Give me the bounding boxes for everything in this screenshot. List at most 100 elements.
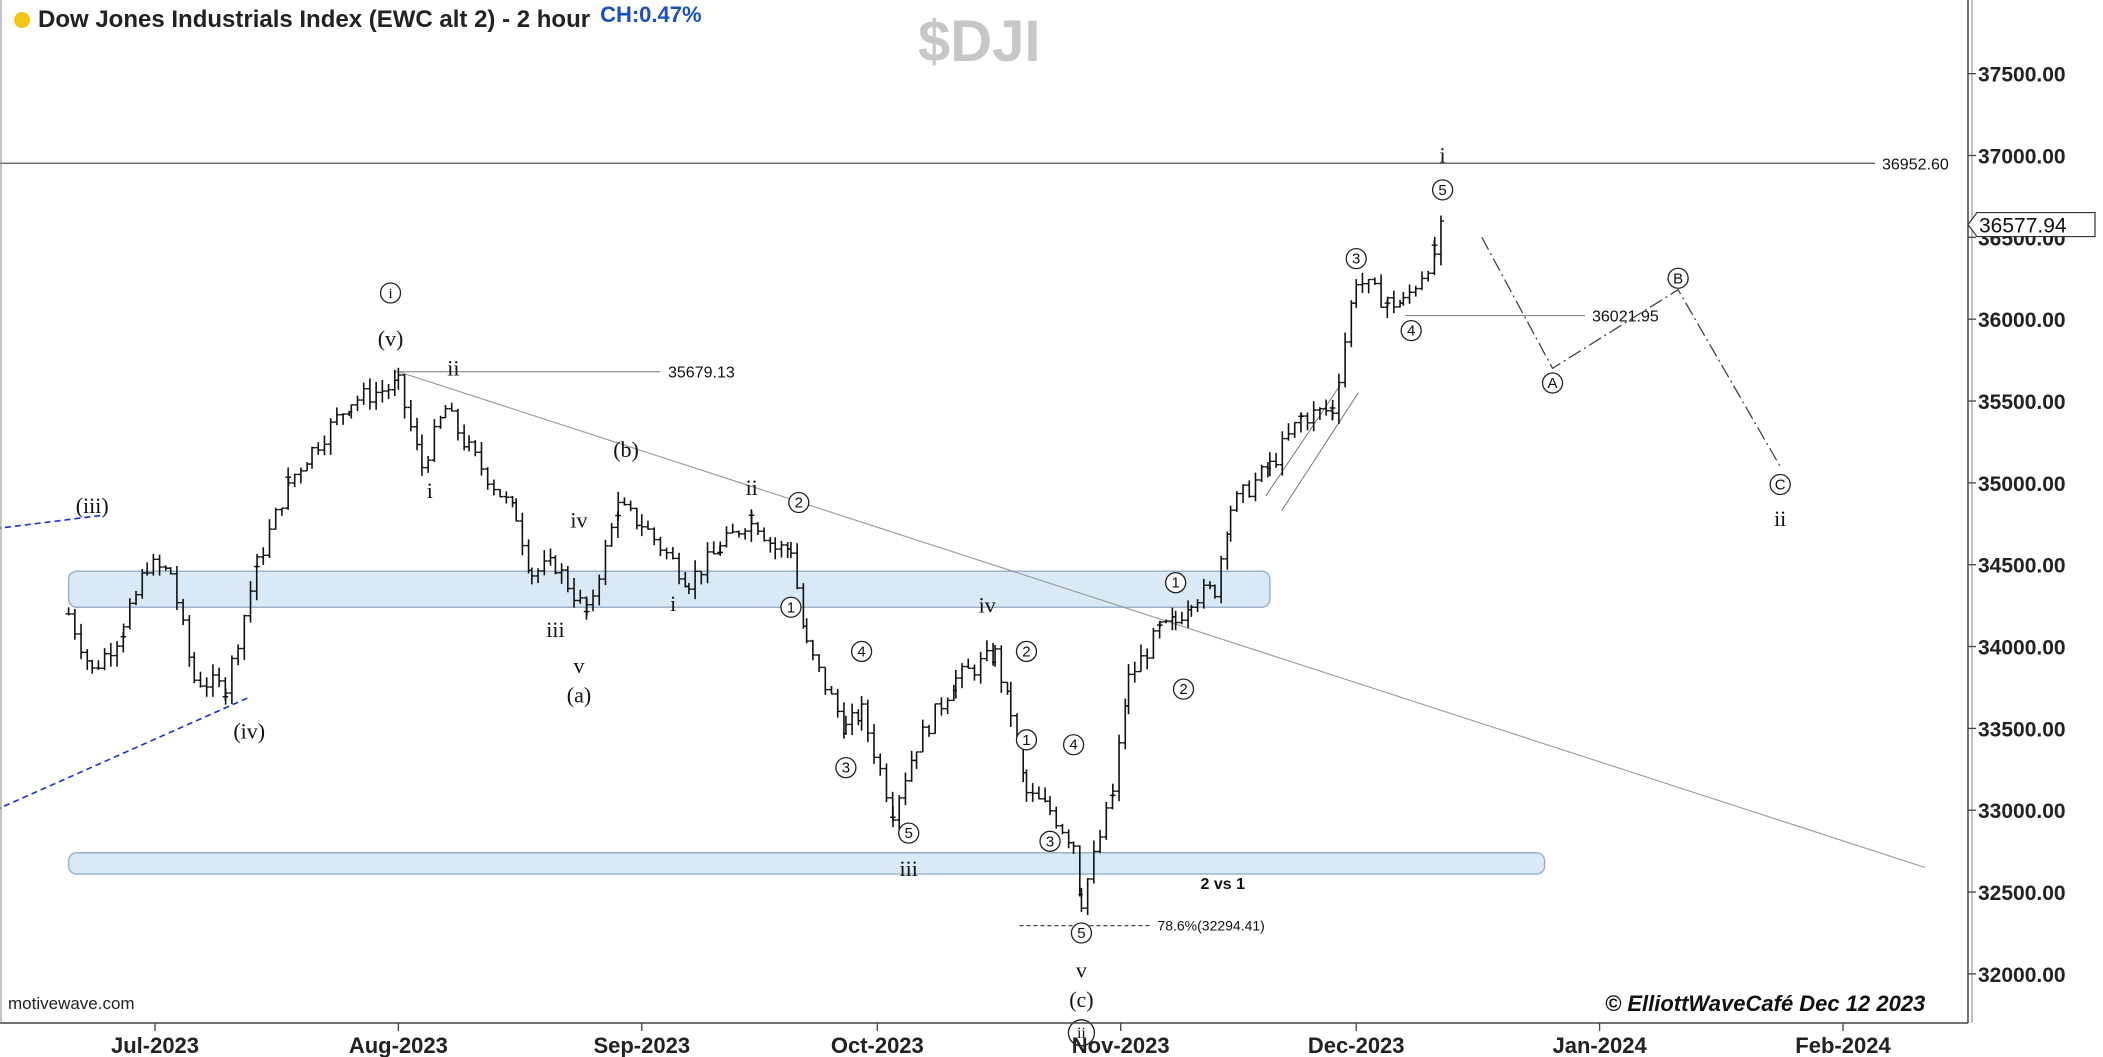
ohlc-bar-150 [902,772,909,806]
ohlc-bar-99 [621,497,628,506]
ohlc-bar-118 [729,523,736,534]
wave-label-19: iv [979,593,996,618]
ohlc-bar-167 [998,645,1005,693]
wave-label-ring-13 [788,491,810,514]
ohlc-bar-45 [315,442,322,455]
ohlc-bar-219 [1279,431,1286,476]
ohlc-bar-35 [260,547,267,565]
ohlc-bar-81 [525,539,532,574]
ohlc-bar-132 [803,618,810,644]
y-tick-label-8: 36000.00 [1978,309,2066,332]
ohlc-bar-173 [1029,783,1036,802]
change-percent: CH:0.47% [600,2,702,27]
wave-label-8: v [573,653,584,678]
ohlc-bar-180 [1070,841,1077,854]
ohlc-bar-194 [1144,648,1151,670]
ohlc-bar-55 [373,382,380,410]
ohlc-bar-69 [454,408,461,441]
ohlc-bar-217 [1266,452,1273,477]
channel-line-lower [0,696,250,809]
ohlc-bar-74 [484,467,491,490]
ohlc-bar-223 [1298,412,1305,419]
ohlc-bar-178 [1059,823,1066,835]
wave-label-21: 1 [1022,732,1030,749]
wave-label-ring-17 [898,822,920,844]
ohlc-bar-88 [564,565,571,593]
wave-label-11: ii [746,475,758,500]
support-zone-2 [67,852,1546,875]
wave-label-31: 3 [1352,251,1360,268]
ohlc-bar-135 [822,666,829,695]
ohlc-bar-79 [513,498,520,522]
ohlc-bar-123 [754,521,761,535]
ohlc-bar-93 [590,589,597,612]
ohlc-bar-65 [431,419,438,462]
wave-label-10: (b) [613,437,639,462]
downtrend-line [398,371,1926,869]
ohlc-bar-245 [1418,271,1425,291]
wave-label-ring-22 [1062,734,1085,756]
ohlc-bar-28 [222,688,229,705]
ohlc-bar-211 [1233,491,1240,512]
ohlc-bar-244 [1412,285,1419,297]
ohlc-bar-82 [528,567,535,585]
wave-label-29: 1 [1171,575,1179,592]
ohlc-bar-141 [855,709,862,726]
ohlc-bar-188 [1109,783,1116,798]
ohlc-bar-15 [150,553,157,576]
ohlc-bar-221 [1291,421,1298,438]
guide-lines: 36952.60 35679.13 36021.95 78.6%(32294.41) [0,156,1949,934]
ohlc-bar-157 [944,697,951,715]
last-price-label: 36577.94 [1979,215,2067,238]
ohlc-bar-226 [1316,407,1323,420]
wave-label-32: 4 [1407,323,1415,340]
ohlc-bar-139 [842,715,849,735]
wave-label-ring-31 [1345,247,1367,270]
ohlc-bar-149 [896,795,903,831]
ohlc-bar-72 [472,440,479,457]
ohlc-bar-10 [120,623,127,639]
ohlc-bar-128 [784,542,791,558]
ohlc-bar-20 [180,598,187,626]
ohlc-bar-127 [778,540,785,558]
ohlc-bar-16 [156,554,163,576]
level-label-resistance: 36952.60 [1882,156,1949,173]
ohlc-bar-232 [1348,300,1355,348]
ohlc-bar-189 [1116,734,1123,802]
level-label-top: 35679.13 [668,365,735,382]
ohlc-bar-162 [971,664,978,681]
wave-label-ring-15 [850,640,873,663]
ohlc-bar-136 [828,685,835,695]
ohlc-bar-78 [509,496,516,508]
ohlc-bar-31 [241,614,248,660]
ohlc-bar-103 [644,520,651,530]
ohlc-bar-116 [717,541,724,556]
wave-label-6: iv [570,508,587,533]
ohlc-bar-145 [877,753,884,776]
wave-label-ring-32 [1400,319,1422,342]
ohlc-bar-142 [858,696,865,731]
ohlc-bar-47 [327,418,334,455]
ohlc-bar-60 [401,374,408,419]
ohlc-bar-229 [1329,399,1336,420]
ohlc-bar-73 [478,442,485,476]
ohlc-bar-126 [772,537,779,560]
ohlc-bar-12 [133,590,140,606]
wave-label-30: 2 [1179,681,1187,698]
ohlc-bar-41 [291,473,298,488]
ohlc-bar-242 [1400,291,1407,306]
wave-label-ring-29 [1165,572,1187,594]
ohlc-bar-3 [84,649,91,670]
ohlc-bar-249 [1437,215,1444,266]
ohlc-bar-152 [913,751,920,769]
y-tick-label-0: 32000.00 [1978,964,2066,987]
ohlc-bar-184 [1090,840,1097,884]
wave-label-15: 4 [857,643,865,660]
ohlc-bar-176 [1047,796,1054,816]
ohlc-bar-104 [651,527,658,546]
ohlc-bar-207 [1211,584,1218,599]
ohlc-bar-32 [247,581,254,623]
ohlc-bar-208 [1218,555,1225,604]
ohlc-bar-236 [1371,277,1378,285]
